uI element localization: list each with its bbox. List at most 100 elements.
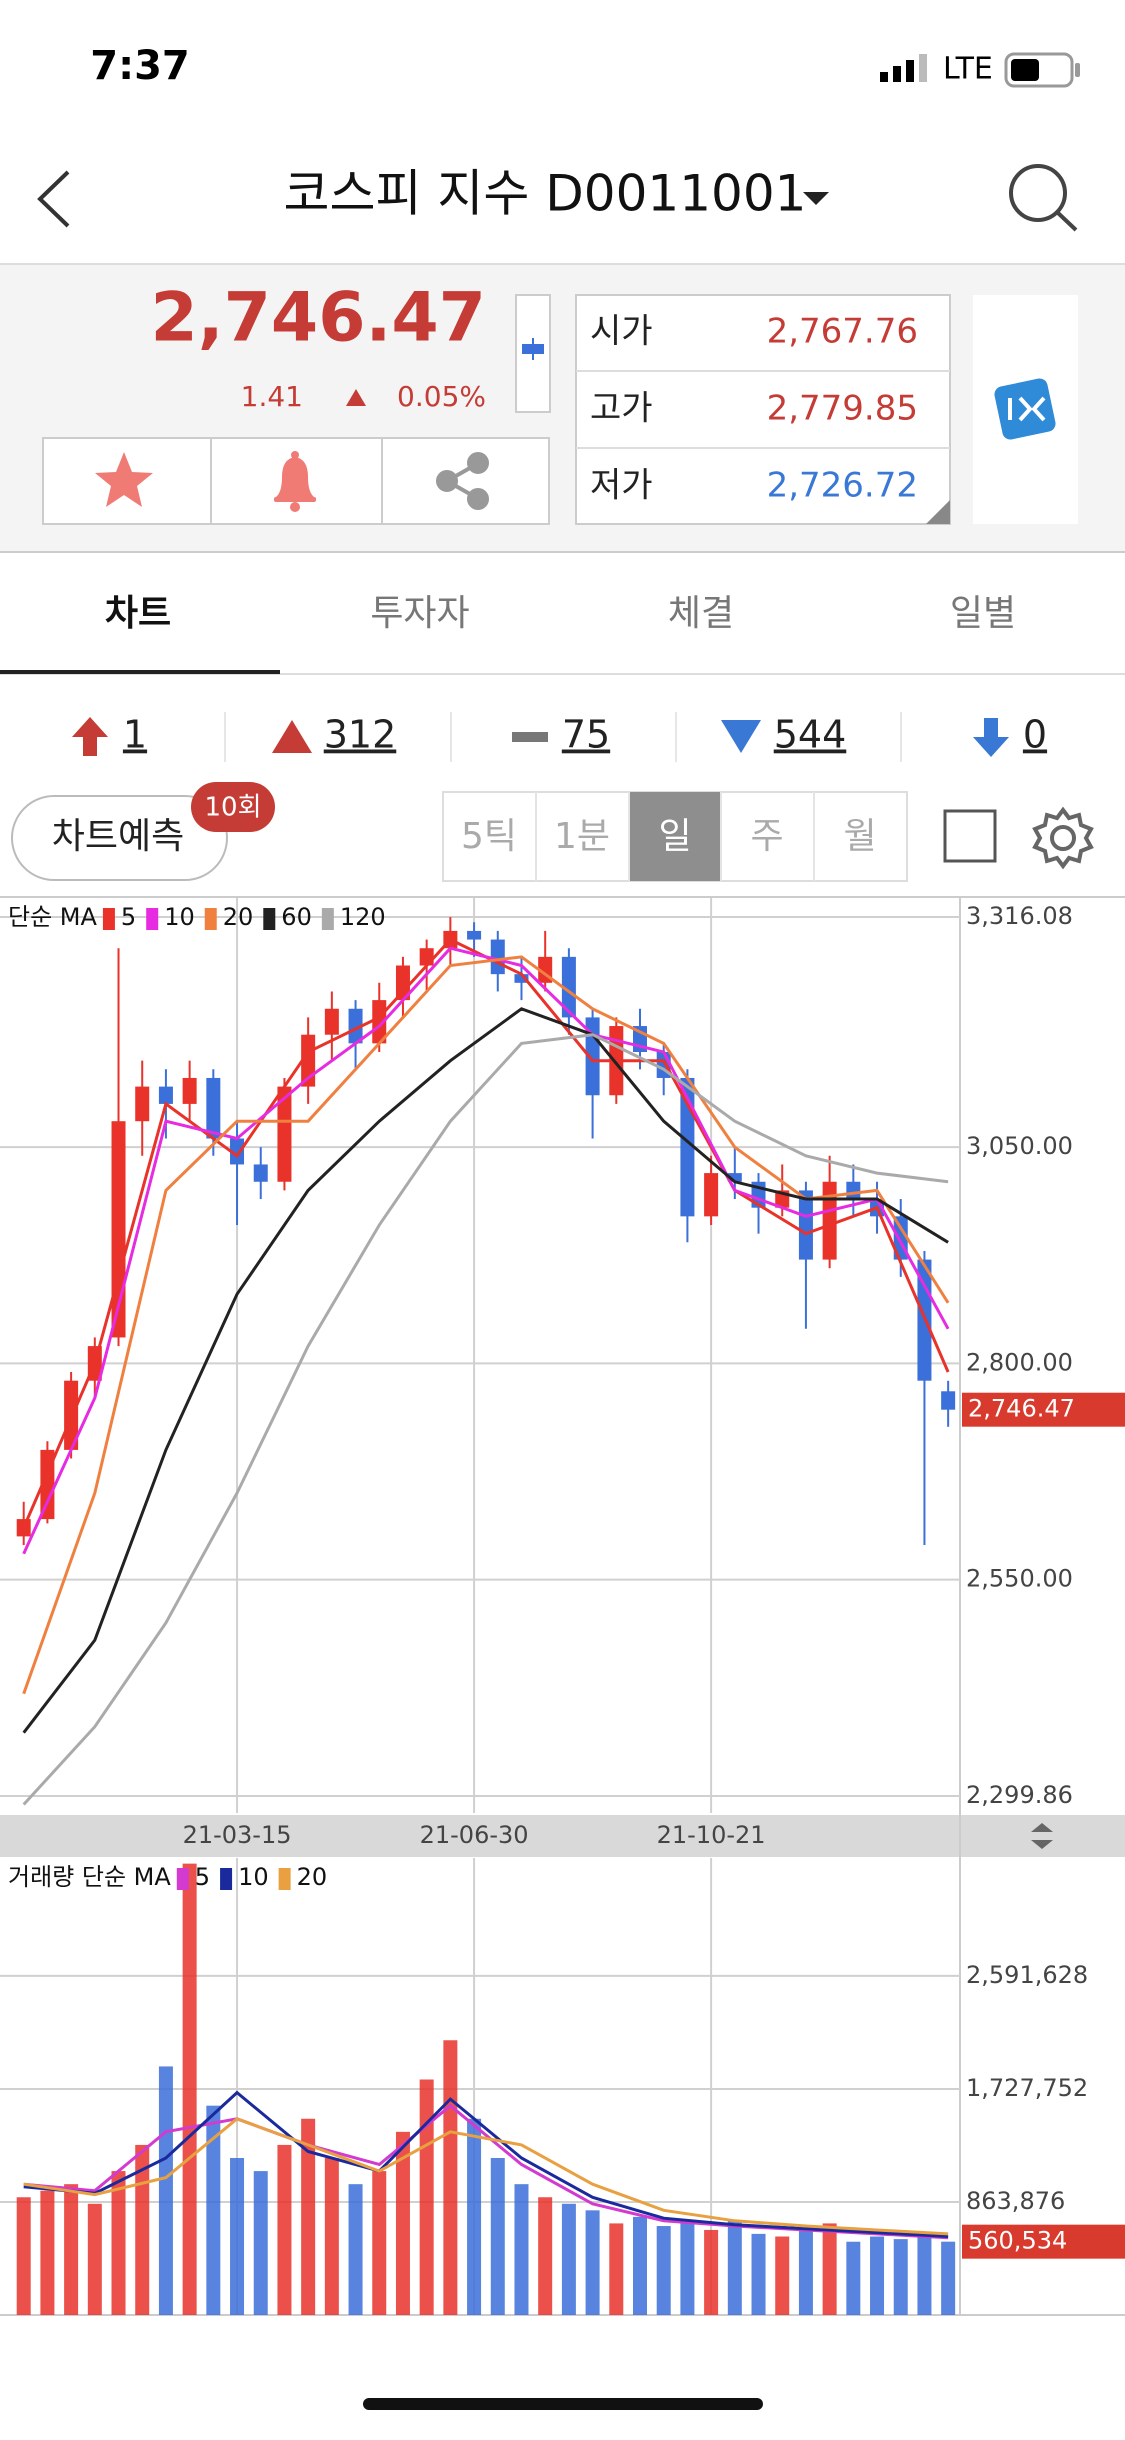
date-axis-bar: [0, 1815, 1125, 1857]
home-indicator: [363, 2398, 763, 2410]
market-logo[interactable]: [973, 295, 1078, 524]
title-dropdown[interactable]: [803, 192, 829, 205]
breadth-count[interactable]: 544: [774, 713, 847, 757]
ohlc-label: 저가: [590, 466, 653, 506]
alert-button[interactable]: [274, 451, 316, 512]
ohlc-value: 2,726.72: [767, 466, 918, 506]
signal-icon: [880, 54, 927, 82]
volume-bar: [822, 2223, 837, 2315]
y-tick-label: 2,550.00: [966, 1565, 1073, 1593]
settings-button[interactable]: [1032, 806, 1094, 870]
tab[interactable]: 투자자: [370, 593, 469, 634]
network-label: LTE: [943, 52, 993, 87]
back-button[interactable]: [37, 170, 70, 228]
mini-candle: [515, 294, 551, 413]
candle-body: [372, 1000, 387, 1044]
volume-bar: [372, 2171, 387, 2315]
ma-line: [22, 1033, 949, 1806]
volume-bar: [538, 2197, 553, 2315]
candle-body: [324, 1008, 339, 1035]
ma-line: [23, 2117, 949, 2236]
volume-bar: [87, 2203, 102, 2315]
candle-body: [490, 939, 505, 975]
volume-bar: [206, 2105, 221, 2315]
last-value-label: 2,746.47: [968, 1395, 1075, 1423]
legend-label: 5: [195, 1863, 210, 1891]
y-tick-label: 2,299.86: [966, 1781, 1073, 1809]
ohlc-value: 2,779.85: [767, 389, 918, 429]
legend-label: 20: [223, 903, 254, 931]
period-option-selected[interactable]: 일: [658, 816, 691, 857]
legend-label: 10: [164, 903, 195, 931]
y-tick-label: 863,876: [966, 2187, 1065, 2215]
breadth-separators: [224, 712, 902, 762]
volume-bar: [467, 2118, 482, 2315]
volume-bar: [846, 2241, 861, 2315]
breadth-count[interactable]: 0: [1023, 713, 1047, 757]
volume-bar: [348, 2184, 363, 2315]
period-option[interactable]: 월: [843, 816, 876, 857]
ohlc-label: 시가: [590, 312, 653, 352]
tab[interactable]: 일별: [950, 593, 1016, 634]
flat-icon: [512, 732, 548, 742]
volume-bar: [443, 2040, 458, 2315]
legend-swatch: [176, 1868, 189, 1890]
search-button[interactable]: [1009, 164, 1078, 232]
favorite-button[interactable]: [95, 452, 153, 507]
page-title[interactable]: 코스피 지수 D0011001: [284, 165, 807, 223]
legend-label: 60: [281, 903, 312, 931]
legend-label: 10: [238, 1863, 269, 1891]
candle-body: [514, 974, 529, 983]
share-button[interactable]: [436, 452, 489, 510]
lower-limit-icon: [973, 718, 1009, 757]
ma-line: [22, 946, 950, 1555]
candle-body: [182, 1077, 197, 1104]
breadth-count[interactable]: 312: [324, 713, 397, 757]
legend-label: 120: [340, 903, 386, 931]
volume-bar: [656, 2226, 671, 2315]
volume-bar: [490, 2158, 505, 2315]
predict-button[interactable]: [11, 795, 228, 881]
volume-bar: [514, 2184, 529, 2315]
volume-bar: [917, 2233, 932, 2315]
period-option[interactable]: 1분: [554, 816, 610, 857]
breadth-count[interactable]: 75: [562, 713, 610, 757]
candle-body: [798, 1190, 813, 1260]
volume-bar: [135, 2144, 150, 2315]
volume-bar: [395, 2131, 410, 2315]
candle-body: [158, 1086, 173, 1104]
period-option[interactable]: 주: [750, 816, 783, 857]
period-option[interactable]: 5틱: [461, 816, 517, 857]
battery-icon: [1004, 52, 1080, 88]
predict-badge: [191, 782, 275, 832]
x-tick-label: 21-06-30: [420, 1821, 529, 1849]
volume-bar: [253, 2171, 268, 2315]
volume-bar: [870, 2236, 885, 2315]
tab[interactable]: 차트: [105, 593, 171, 634]
volume-bar: [40, 2190, 55, 2315]
compare-checkbox[interactable]: [943, 809, 997, 863]
volume-bar: [182, 1863, 197, 2315]
legend-swatch: [102, 908, 115, 930]
candle-body: [230, 1138, 245, 1165]
change-rate: 0.05%: [397, 380, 486, 413]
volume-bar: [158, 2066, 173, 2315]
ohlc-value: 2,767.76: [767, 312, 918, 352]
breadth-count[interactable]: 1: [123, 713, 147, 757]
candle-body: [111, 1121, 126, 1338]
volume-chart: [0, 1858, 960, 2315]
predict-label: 차트예측: [52, 816, 184, 857]
x-tick-label: 21-10-21: [657, 1821, 766, 1849]
volume-bar: [64, 2184, 79, 2315]
volume-bar: [301, 2118, 316, 2315]
upper-limit-icon: [72, 717, 108, 756]
volume-bar: [798, 2229, 813, 2315]
tab[interactable]: 체결: [668, 593, 734, 634]
legend-title: 단순 MA: [8, 903, 97, 931]
resize-handle[interactable]: [1031, 1823, 1053, 1849]
candle-body: [941, 1391, 956, 1410]
volume-bar: [704, 2229, 719, 2315]
tab-indicator: [0, 670, 280, 674]
